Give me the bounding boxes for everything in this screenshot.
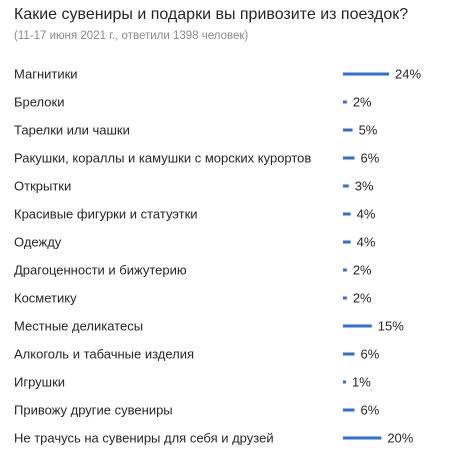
value-label: 1% xyxy=(352,375,371,390)
category-label: Драгоценности и бижутерию xyxy=(14,263,187,278)
value-label: 20% xyxy=(387,431,413,446)
bar xyxy=(343,184,349,188)
value-label: 4% xyxy=(357,207,376,222)
bar xyxy=(343,268,347,272)
chart-subtitle: (11-17 июня 2021 г., ответили 1398 челов… xyxy=(14,30,249,42)
category-label: Не трачусь на сувениры для себя и друзей xyxy=(14,431,274,446)
value-label: 2% xyxy=(353,291,372,306)
category-label: Косметику xyxy=(14,291,77,306)
value-label: 24% xyxy=(395,67,421,82)
value-label: 3% xyxy=(355,179,374,194)
bar xyxy=(343,296,347,300)
value-label: 6% xyxy=(361,151,380,166)
chart-rows: Магнитики 24% Брелоки 2% Тарелки или чашки 5%… xyxy=(14,67,421,446)
value-label: 15% xyxy=(378,319,404,334)
bar xyxy=(343,156,355,160)
value-label: 6% xyxy=(361,403,380,418)
bar xyxy=(343,212,351,216)
value-label: 2% xyxy=(353,263,372,278)
category-label: Алкоголь и табачные изделия xyxy=(14,347,194,362)
value-label: 4% xyxy=(357,235,376,250)
category-label: Открытки xyxy=(14,179,71,194)
bar xyxy=(343,408,355,412)
bar xyxy=(343,240,351,244)
category-label: Игрушки xyxy=(14,375,65,390)
bar xyxy=(343,380,346,384)
category-label: Красивые фигурки и статуэтки xyxy=(14,207,198,222)
chart-title: Какие сувениры и подарки вы привозите из… xyxy=(14,6,409,23)
category-label: Ракушки, кораллы и камушки с морских кур… xyxy=(14,151,311,166)
category-label: Магнитики xyxy=(14,67,78,82)
category-label: Одежду xyxy=(14,235,62,250)
category-label: Тарелки или чашки xyxy=(14,123,130,138)
bar xyxy=(343,324,372,328)
category-label: Брелоки xyxy=(14,95,64,110)
category-label: Привожу другие сувениры xyxy=(14,403,173,418)
bar xyxy=(343,100,347,104)
category-label: Местные деликатесы xyxy=(14,319,143,334)
bar xyxy=(343,72,389,76)
bar xyxy=(343,128,353,132)
bar xyxy=(343,436,382,440)
bar xyxy=(343,352,355,356)
value-label: 5% xyxy=(359,123,378,138)
value-label: 2% xyxy=(353,95,372,110)
value-label: 6% xyxy=(361,347,380,362)
